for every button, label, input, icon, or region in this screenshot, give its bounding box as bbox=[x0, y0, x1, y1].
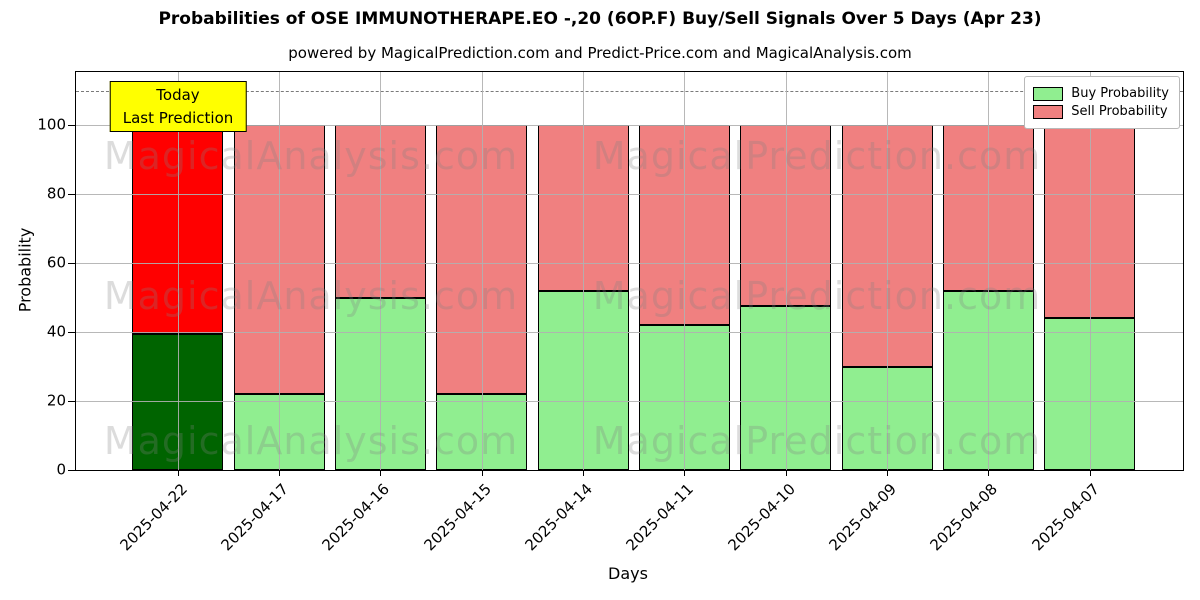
y-tick-label: 40 bbox=[46, 322, 66, 341]
x-tick-mark bbox=[380, 470, 382, 476]
horizontal-gridline bbox=[76, 194, 1183, 196]
x-tick-mark bbox=[279, 470, 281, 476]
legend-item-sell: Sell Probability bbox=[1033, 104, 1169, 119]
x-tick-mark bbox=[887, 470, 889, 476]
x-tick-label: 2025-04-09 bbox=[825, 480, 900, 555]
watermark-text: MagicalAnalysis.com bbox=[103, 419, 519, 463]
x-tick-mark bbox=[785, 470, 787, 476]
x-tick-mark bbox=[684, 470, 686, 476]
watermark-text: MagicalPrediction.com bbox=[592, 274, 1042, 318]
threshold-dashed-line bbox=[76, 90, 1183, 92]
vertical-gridline bbox=[1089, 72, 1091, 470]
annotation-line-2: Last Prediction bbox=[122, 108, 234, 127]
legend-label-buy: Buy Probability bbox=[1071, 86, 1169, 101]
x-axis-label: Days bbox=[608, 564, 648, 583]
chart-title: Probabilities of OSE IMMUNOTHERAPE.EO -,… bbox=[158, 9, 1042, 29]
horizontal-gridline bbox=[76, 332, 1183, 334]
watermark-text: MagicalPrediction.com bbox=[592, 134, 1042, 178]
buy-swatch-icon bbox=[1033, 86, 1064, 101]
vertical-gridline bbox=[380, 72, 382, 470]
sell-swatch-icon bbox=[1033, 104, 1064, 119]
y-tick-label: 0 bbox=[56, 460, 66, 479]
y-tick-mark bbox=[68, 194, 76, 196]
y-tick-label: 20 bbox=[46, 391, 66, 410]
vertical-gridline bbox=[279, 72, 281, 470]
vertical-gridline bbox=[988, 72, 990, 470]
legend: Buy Probability Sell Probability bbox=[1024, 76, 1180, 129]
x-tick-label: 2025-04-08 bbox=[926, 480, 1002, 555]
horizontal-gridline bbox=[76, 401, 1183, 403]
horizontal-gridline bbox=[76, 125, 1183, 127]
vertical-gridline bbox=[684, 72, 686, 470]
today-annotation: Today Last Prediction bbox=[109, 81, 247, 132]
vertical-gridline bbox=[177, 72, 179, 470]
y-tick-label: 80 bbox=[46, 184, 66, 203]
y-tick-mark bbox=[68, 401, 76, 403]
vertical-gridline bbox=[583, 72, 585, 470]
chart-subtitle: powered by MagicalPrediction.com and Pre… bbox=[288, 44, 912, 62]
y-tick-label: 100 bbox=[37, 115, 66, 134]
y-tick-mark bbox=[68, 470, 76, 471]
watermark-text: MagicalAnalysis.com bbox=[103, 274, 519, 318]
vertical-gridline bbox=[481, 72, 483, 470]
watermark-text: MagicalAnalysis.com bbox=[103, 134, 519, 178]
x-tick-mark bbox=[583, 470, 585, 476]
x-tick-mark bbox=[1089, 470, 1091, 476]
legend-item-buy: Buy Probability bbox=[1033, 86, 1169, 101]
y-tick-mark bbox=[68, 263, 76, 265]
x-tick-label: 2025-04-14 bbox=[521, 480, 596, 555]
plot-area: Today Last Prediction Buy Probability Se… bbox=[37, 71, 1184, 554]
y-tick-mark bbox=[68, 332, 76, 334]
x-tick-label: 2025-04-17 bbox=[217, 480, 292, 555]
x-tick-label: 2025-04-07 bbox=[1028, 480, 1103, 555]
x-tick-label: 2025-04-15 bbox=[420, 480, 495, 555]
x-tick-label: 2025-04-22 bbox=[116, 480, 191, 555]
watermark-text: MagicalPrediction.com bbox=[592, 419, 1042, 463]
legend-label-sell: Sell Probability bbox=[1071, 104, 1168, 119]
y-tick-mark bbox=[68, 125, 76, 127]
x-tick-mark bbox=[481, 470, 483, 476]
annotation-line-1: Today bbox=[156, 86, 200, 104]
y-tick-label: 60 bbox=[46, 253, 66, 272]
x-tick-label: 2025-04-16 bbox=[318, 480, 394, 555]
horizontal-gridline bbox=[76, 263, 1183, 265]
vertical-gridline bbox=[887, 72, 889, 470]
vertical-gridline bbox=[785, 72, 787, 470]
x-tick-mark bbox=[177, 470, 179, 476]
x-tick-mark bbox=[988, 470, 990, 476]
x-tick-label: 2025-04-10 bbox=[724, 480, 799, 555]
x-tick-label: 2025-04-11 bbox=[622, 480, 698, 555]
